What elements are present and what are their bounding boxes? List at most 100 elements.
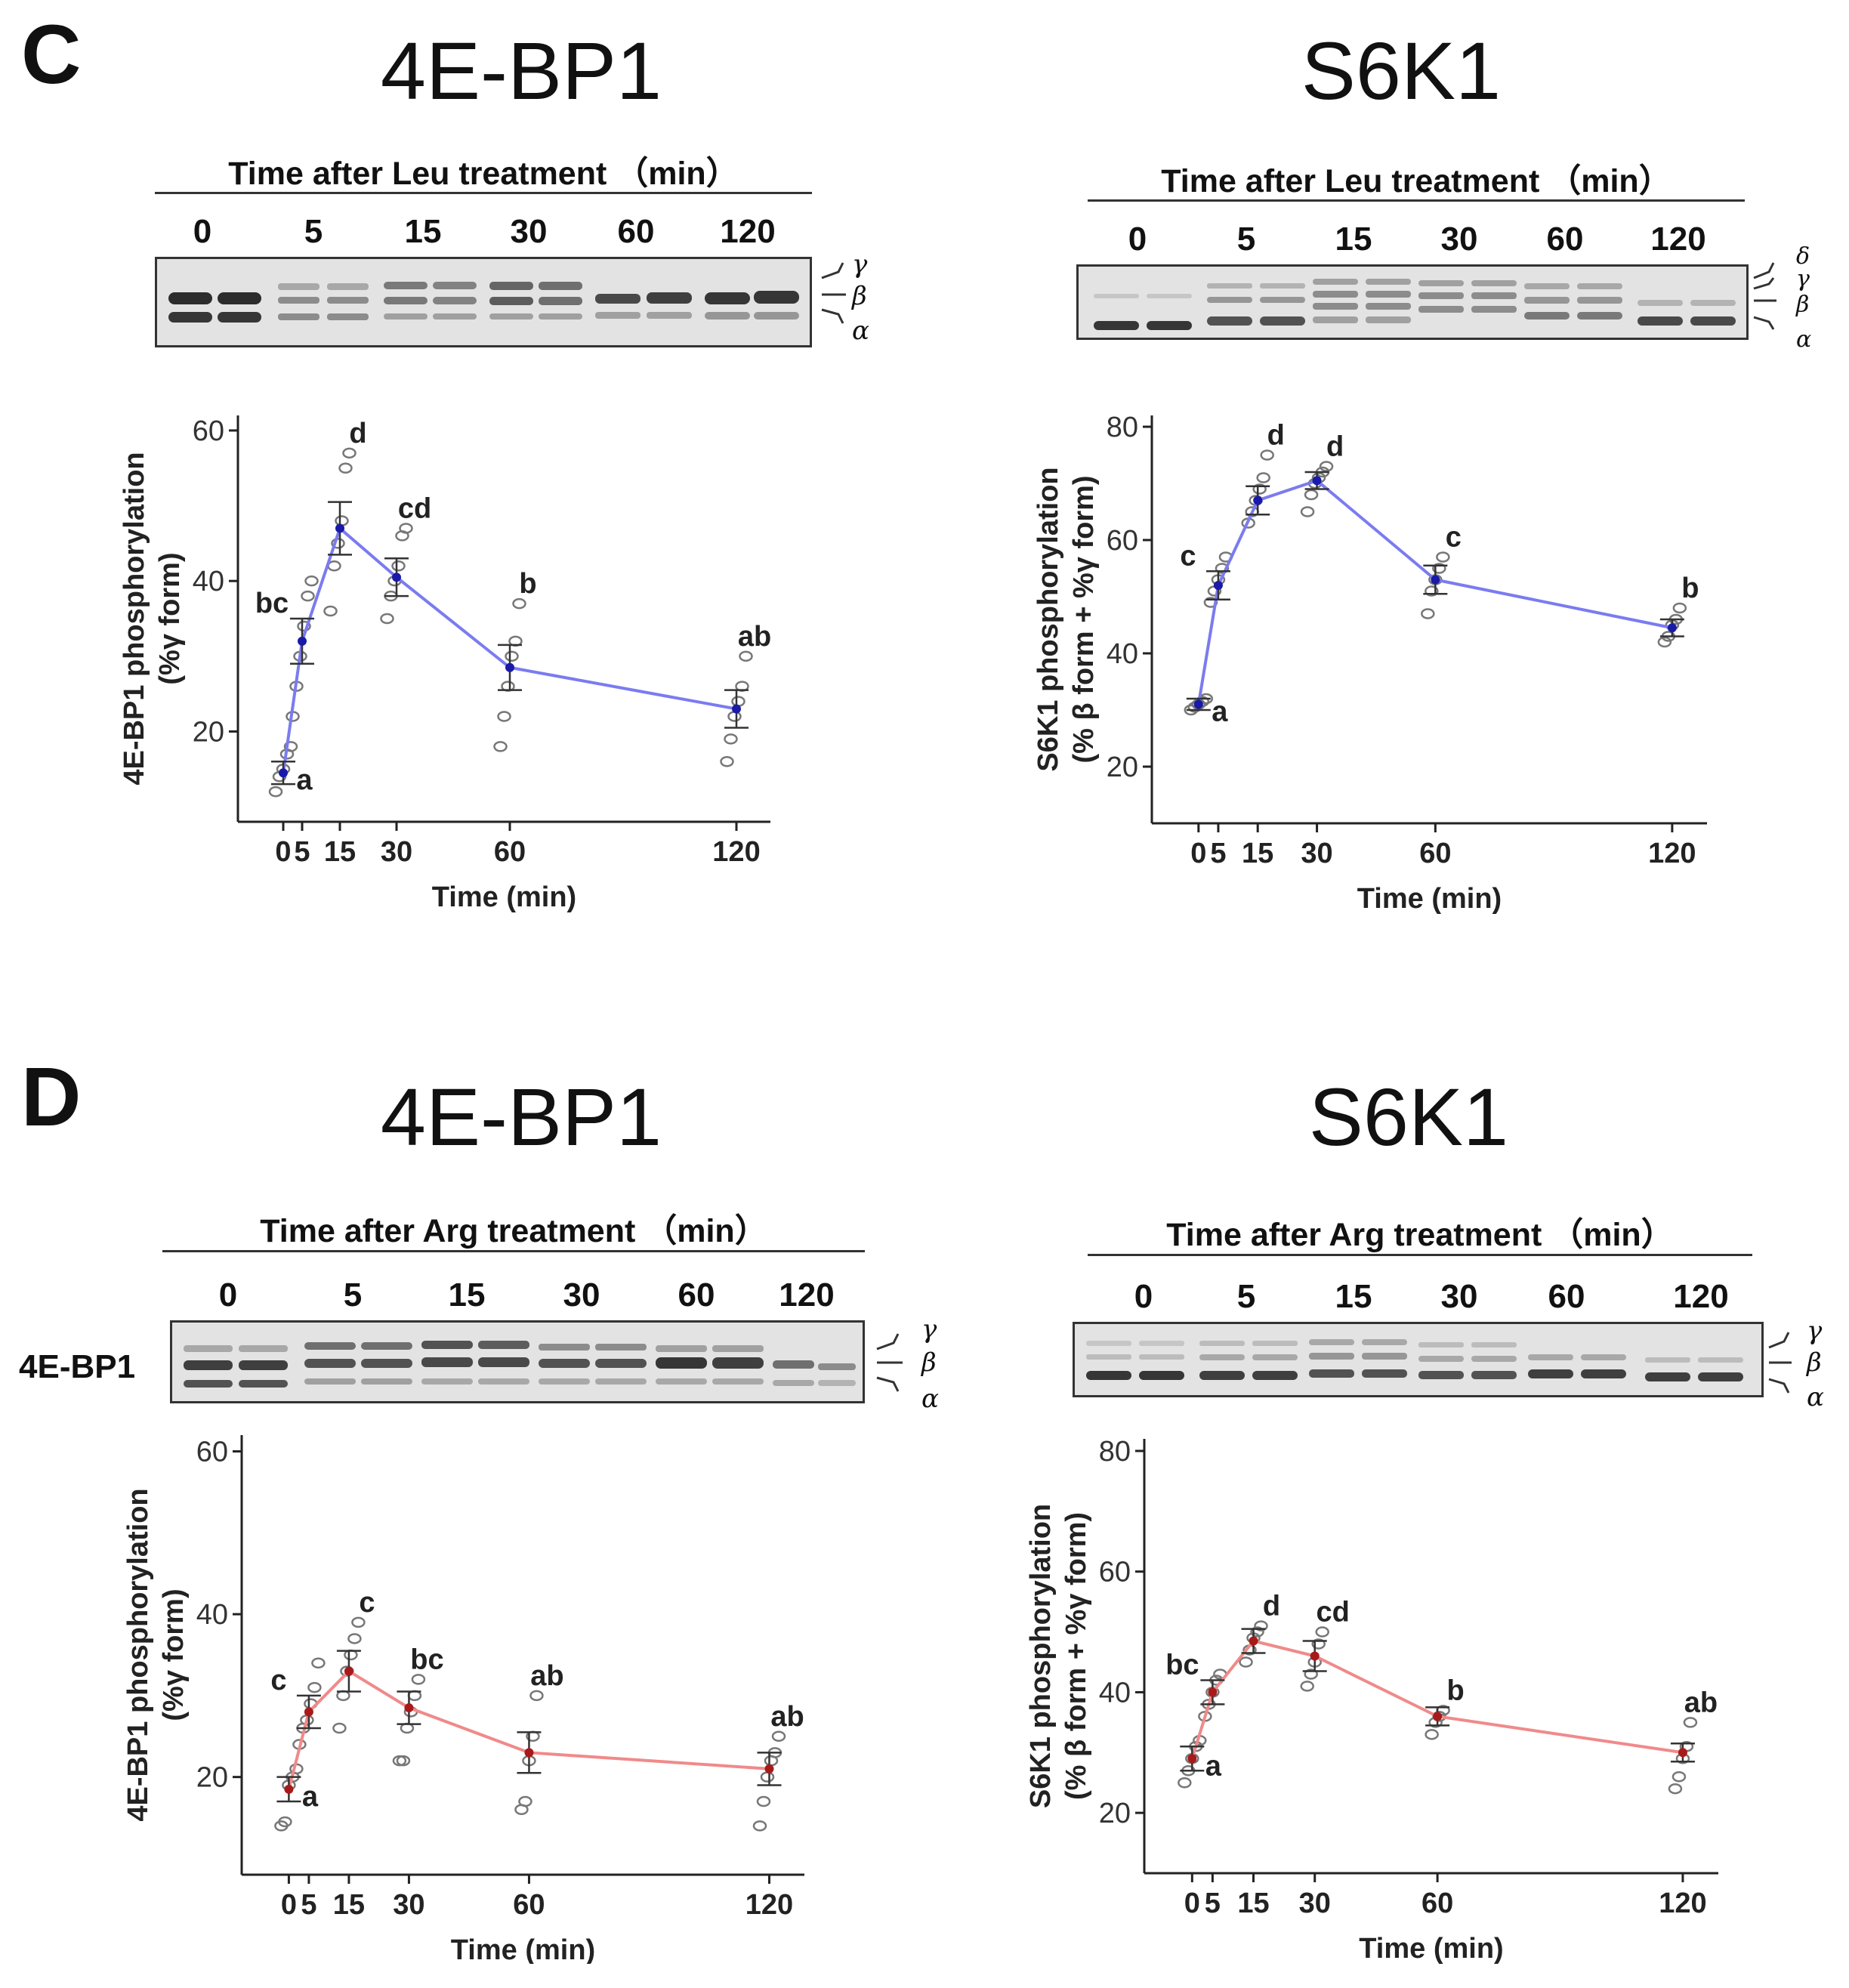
mean-line xyxy=(287,1669,770,1790)
data-point xyxy=(497,711,511,722)
significance-letter: bc xyxy=(1165,1649,1199,1681)
title-c-s6k1: S6K1 xyxy=(1301,25,1502,116)
panel-letter-c: C xyxy=(21,8,82,101)
significance-letter: a xyxy=(302,1781,319,1813)
lane-label: 60 xyxy=(617,213,655,250)
data-point xyxy=(391,560,406,572)
time-header-rule xyxy=(155,192,812,194)
significance-letter: d xyxy=(1263,1591,1280,1622)
mean-point xyxy=(1678,1748,1687,1758)
lane-label: 30 xyxy=(1440,1278,1478,1315)
mean-point xyxy=(1249,1636,1258,1646)
x-axis-title: Time (min) xyxy=(432,881,576,913)
form-label-alpha: α xyxy=(852,316,869,346)
mean-point xyxy=(304,1707,313,1717)
data-point xyxy=(323,605,338,617)
y-tick-label: 40 xyxy=(1107,638,1138,670)
data-point xyxy=(724,733,738,745)
significance-letter: a xyxy=(1212,696,1228,728)
data-point xyxy=(1256,472,1270,483)
lane-label: 120 xyxy=(1650,221,1706,258)
significance-letter: cd xyxy=(398,492,431,524)
lane-label: 0 xyxy=(193,213,212,250)
data-point xyxy=(297,620,311,632)
lane-label: 60 xyxy=(1548,1278,1585,1315)
western-blot-c-4ebp1 xyxy=(155,257,812,347)
data-point xyxy=(1300,506,1315,517)
mean-point xyxy=(1193,699,1203,709)
data-point xyxy=(327,560,341,572)
y-tick-label: 40 xyxy=(193,566,224,597)
y-tick-label: 60 xyxy=(1099,1557,1131,1588)
mean-line xyxy=(1196,478,1673,705)
x-tick-label: 15 xyxy=(324,836,356,868)
significance-letter: b xyxy=(519,568,536,600)
x-tick-label: 5 xyxy=(1210,838,1226,869)
lane-underlines xyxy=(155,251,812,261)
chart-d-4ebp1: 20 40 60 0 5 15 30 60 120 Time (min) 4E-BP1 phosph… xyxy=(122,1435,804,1964)
lane-label: 5 xyxy=(343,1276,363,1314)
data-point xyxy=(1239,1656,1253,1668)
data-point xyxy=(1311,1638,1326,1650)
form-arrows xyxy=(1751,257,1804,340)
y-tick-label: 20 xyxy=(1107,752,1138,783)
form-label-gamma: γ xyxy=(1796,266,1810,292)
x-tick-label: 15 xyxy=(1242,838,1273,869)
mean-point xyxy=(1667,623,1677,633)
data-point xyxy=(727,711,742,722)
lane-underlines xyxy=(1088,258,1745,268)
data-point xyxy=(278,1816,292,1828)
data-point xyxy=(1425,1729,1439,1740)
mean-line xyxy=(1190,1639,1684,1759)
significance-letter: ab xyxy=(1684,1687,1718,1718)
title-d-s6k1: S6K1 xyxy=(1308,1071,1509,1162)
data-point xyxy=(493,741,508,752)
x-tick-label: 120 xyxy=(712,836,760,868)
lane-label: 5 xyxy=(1236,1278,1256,1315)
data-point xyxy=(396,1755,411,1767)
mean-point xyxy=(1253,495,1263,505)
form-label-gamma: γ xyxy=(852,249,868,279)
significance-letter: bc xyxy=(410,1644,443,1675)
y-tick-label: 20 xyxy=(1099,1798,1131,1829)
data-point xyxy=(1178,1777,1192,1789)
x-tick-label: 60 xyxy=(1421,1888,1453,1919)
lane-label: 5 xyxy=(304,213,323,250)
significance-letter: a xyxy=(296,764,313,796)
mean-point xyxy=(335,523,344,533)
y-tick-label: 60 xyxy=(196,1437,228,1468)
data-point xyxy=(331,538,345,549)
data-point xyxy=(1421,608,1435,619)
data-point xyxy=(1672,1770,1687,1783)
y-tick-label: 20 xyxy=(193,716,224,748)
form-label-delta: δ xyxy=(1796,243,1810,270)
data-point xyxy=(1300,1681,1314,1692)
mean-point xyxy=(344,1666,353,1676)
lane-label: 60 xyxy=(1546,221,1584,258)
time-header-c-4ebp1: Time after Leu treatment （min） xyxy=(228,156,739,192)
significance-letter: ab xyxy=(738,621,771,653)
lane-label: 30 xyxy=(1440,221,1478,258)
data-point xyxy=(1668,1783,1683,1795)
y-axis-subtitle: (% β form + %γ form) xyxy=(1060,1512,1092,1800)
mean-point xyxy=(505,662,514,672)
y-tick-label: 60 xyxy=(1107,525,1138,557)
mean-point xyxy=(1431,575,1440,585)
significance-letter: d xyxy=(1267,420,1285,452)
data-point xyxy=(512,597,526,610)
y-tick-label: 60 xyxy=(193,415,224,447)
x-tick-label: 60 xyxy=(494,836,526,868)
data-point xyxy=(1304,1668,1318,1680)
mean-point xyxy=(732,704,741,714)
data-point xyxy=(1254,1620,1268,1631)
data-point xyxy=(1436,551,1450,563)
data-point xyxy=(347,1633,362,1644)
y-axis-title: 4E-BP1 phosphorylation xyxy=(119,452,150,785)
mean-point xyxy=(764,1764,774,1773)
form-label-beta: β xyxy=(1807,1347,1822,1378)
data-point xyxy=(351,1616,366,1628)
data-point xyxy=(760,1771,775,1783)
data-point xyxy=(771,1730,786,1743)
time-header-c-s6k1: Time after Leu treatment （min） xyxy=(1161,163,1672,199)
data-point xyxy=(756,1795,771,1807)
